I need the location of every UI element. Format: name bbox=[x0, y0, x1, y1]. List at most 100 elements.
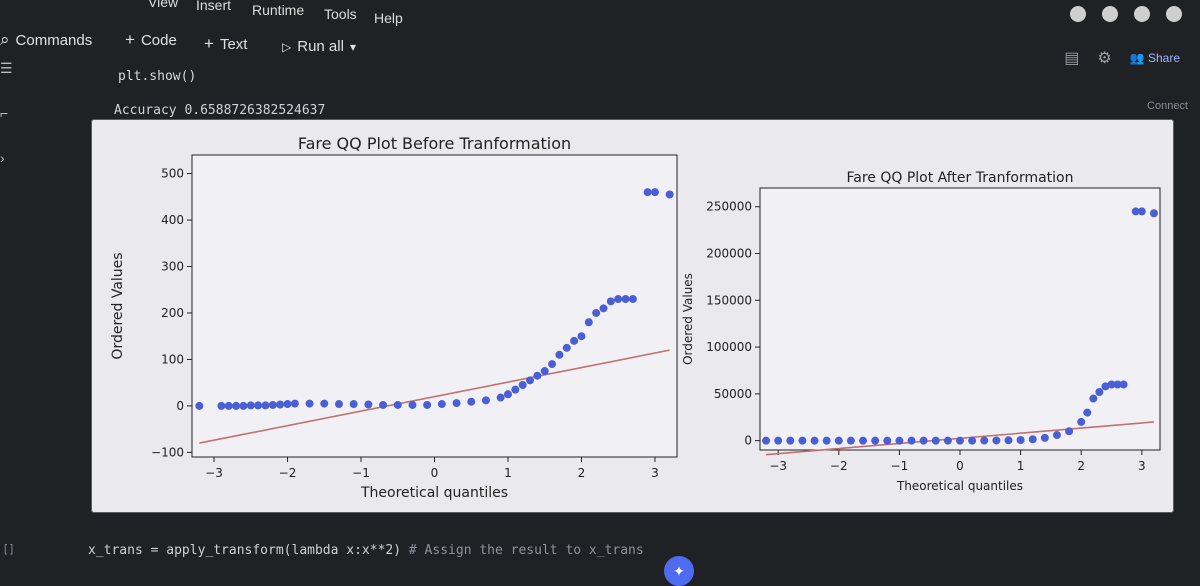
data-point bbox=[533, 371, 542, 380]
x-tick-label: 3 bbox=[1138, 459, 1146, 473]
data-point bbox=[1004, 436, 1013, 445]
x-axis-label: Theoretical quantiles bbox=[896, 479, 1023, 493]
data-point bbox=[762, 436, 771, 445]
add-text-label: Text bbox=[219, 35, 248, 53]
data-point bbox=[239, 401, 248, 410]
data-point bbox=[1119, 380, 1128, 389]
data-point bbox=[1107, 380, 1116, 389]
y-tick-label: 200000 bbox=[706, 247, 752, 261]
data-point bbox=[540, 367, 549, 376]
data-point bbox=[1131, 207, 1140, 216]
chevron-down-icon[interactable]: ▾ bbox=[349, 39, 356, 54]
data-point bbox=[956, 436, 964, 445]
next-cell-code[interactable]: x_trans = apply_transform(lambda x:x**2)… bbox=[88, 543, 644, 558]
data-point bbox=[1137, 207, 1146, 216]
data-point bbox=[224, 401, 233, 410]
add-code-button[interactable]: + Code bbox=[125, 30, 177, 50]
plus-icon: + bbox=[204, 34, 214, 53]
cell-run-marker[interactable]: [ ] bbox=[4, 543, 14, 555]
plus-icon: + bbox=[125, 30, 135, 49]
data-point bbox=[423, 400, 432, 409]
y-tick-label: 400 bbox=[161, 213, 184, 227]
data-point bbox=[968, 436, 977, 445]
avatar[interactable] bbox=[1166, 6, 1182, 22]
data-point bbox=[526, 376, 535, 385]
plot-title: Fare QQ Plot After Tranformation bbox=[847, 170, 1074, 186]
profile-icon[interactable] bbox=[1070, 6, 1086, 22]
data-point bbox=[871, 436, 880, 445]
gemini-icon[interactable]: ✦ bbox=[664, 556, 694, 586]
data-point bbox=[1040, 433, 1049, 442]
data-point bbox=[919, 436, 928, 445]
y-tick-label: 500 bbox=[161, 167, 184, 181]
menu-bar: View Insert Runtime Tools Help bbox=[0, 0, 1200, 26]
cell-code[interactable]: plt.show() bbox=[118, 69, 197, 84]
data-point bbox=[217, 401, 226, 410]
data-point bbox=[305, 399, 314, 408]
run-all-button[interactable]: ▷ Run all ▾ bbox=[282, 38, 356, 55]
qq-plot-after: Fare QQ Plot After Tranformation Theoreti… bbox=[681, 170, 1161, 493]
data-point bbox=[518, 380, 527, 389]
x-tick-label: −1 bbox=[891, 459, 909, 473]
data-point bbox=[349, 400, 358, 409]
y-tick-label: 0 bbox=[176, 399, 184, 413]
data-point bbox=[452, 399, 461, 408]
data-point bbox=[254, 401, 263, 410]
data-point bbox=[846, 436, 855, 445]
left-sidebar: ☰ ⌐ › bbox=[0, 60, 13, 540]
x-tick-label: −3 bbox=[205, 466, 223, 480]
menu-view[interactable]: View bbox=[148, 0, 179, 10]
data-point bbox=[606, 297, 615, 306]
x-tick-label: 2 bbox=[1077, 459, 1085, 473]
data-point bbox=[1095, 387, 1104, 396]
key-icon[interactable]: ⌐ bbox=[0, 105, 9, 121]
menu-help[interactable]: Help bbox=[374, 10, 403, 26]
x-axis-label: Theoretical quantiles bbox=[360, 485, 508, 501]
data-point bbox=[810, 436, 819, 445]
data-point bbox=[1089, 394, 1098, 403]
data-point bbox=[511, 385, 520, 394]
top-right-icons bbox=[1070, 6, 1182, 22]
y-tick-label: 100000 bbox=[706, 340, 752, 354]
data-point bbox=[1065, 427, 1074, 436]
plot-output-area: Fare QQ Plot Before Tranformation Theoret… bbox=[92, 120, 1173, 512]
data-point bbox=[290, 399, 299, 408]
share-button[interactable]: 👥 Share bbox=[1130, 51, 1180, 65]
data-point bbox=[379, 400, 388, 409]
data-point bbox=[786, 436, 795, 445]
star-icon[interactable] bbox=[1134, 6, 1150, 22]
chevron-right-icon[interactable]: › bbox=[0, 150, 5, 166]
menu-tools[interactable]: Tools bbox=[324, 6, 357, 22]
data-point bbox=[276, 400, 285, 409]
menu-insert[interactable]: Insert bbox=[196, 0, 232, 13]
menu-icon[interactable]: ☰ bbox=[0, 60, 13, 76]
data-point bbox=[883, 436, 892, 445]
connect-button[interactable]: Connect bbox=[1147, 100, 1188, 112]
data-point bbox=[481, 396, 490, 405]
x-tick-label: 3 bbox=[651, 466, 659, 480]
data-point bbox=[570, 336, 579, 345]
data-point bbox=[943, 436, 952, 445]
search-icon: ⌕ bbox=[0, 30, 10, 49]
commands-button[interactable]: ⌕ Commands bbox=[0, 30, 92, 50]
data-point bbox=[980, 436, 989, 445]
data-point bbox=[467, 397, 476, 406]
data-point bbox=[393, 400, 402, 409]
next-code-comment: # Assign the result to x_trans bbox=[408, 543, 644, 558]
menu-runtime[interactable]: Runtime bbox=[252, 2, 305, 18]
data-point bbox=[437, 400, 446, 409]
data-point bbox=[195, 401, 204, 410]
add-text-button[interactable]: + Text bbox=[204, 34, 247, 54]
settings-icon[interactable] bbox=[1102, 6, 1118, 22]
y-tick-label: −100 bbox=[151, 445, 184, 459]
data-point bbox=[859, 436, 868, 445]
x-tick-label: −1 bbox=[352, 466, 370, 480]
fit-line bbox=[199, 349, 670, 444]
data-point bbox=[614, 295, 623, 304]
data-point bbox=[907, 436, 916, 445]
header-right-tools: ▤ ⚙ 👥 Share bbox=[1064, 48, 1180, 68]
gear-icon[interactable]: ⚙ bbox=[1097, 50, 1112, 67]
data-point bbox=[1083, 408, 1092, 417]
comment-icon[interactable]: ▤ bbox=[1064, 50, 1080, 67]
data-point bbox=[408, 400, 417, 409]
